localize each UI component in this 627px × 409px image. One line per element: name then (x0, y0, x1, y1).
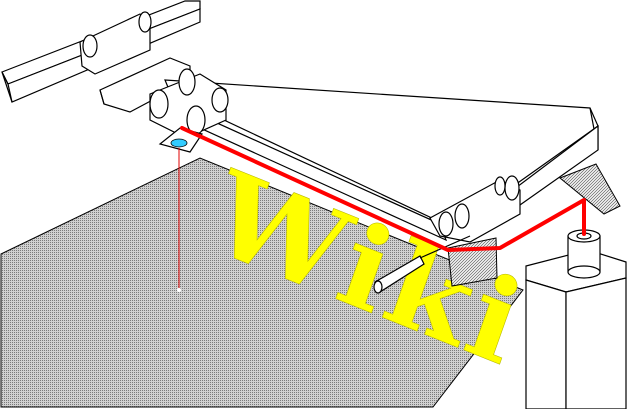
beam-wheel-back (494, 176, 506, 196)
beam-wheel-left (438, 211, 454, 237)
laser-beam-path (180, 126, 586, 252)
laser-source (525, 229, 627, 409)
laser-head-carriage (149, 68, 229, 153)
beam-spot (177, 288, 181, 292)
rear-wheel-right (138, 11, 152, 33)
beam-wheel-mid (454, 203, 470, 229)
head-wheel-left (149, 89, 169, 119)
beam-wheel-right (504, 175, 520, 201)
rear-wheel-left (82, 34, 98, 58)
source-mirror (559, 163, 621, 215)
workpiece-sheet (0, 157, 524, 408)
laser-beam (177, 126, 586, 292)
head-wheel-rear (178, 68, 196, 96)
rear-carriage (79, 11, 191, 113)
focus-lens (170, 138, 188, 148)
head-wheel-right (211, 87, 229, 113)
